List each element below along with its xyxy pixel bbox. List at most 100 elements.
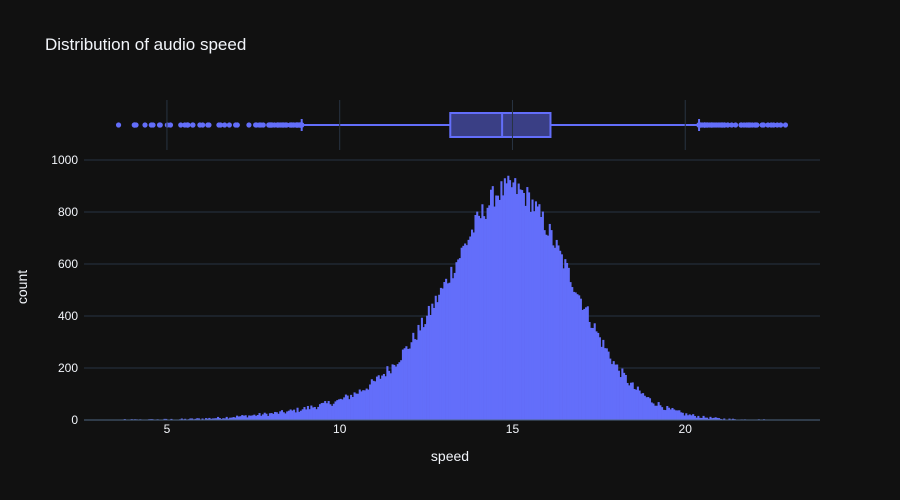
- histogram-bar: [545, 234, 548, 420]
- box-outlier-point: [206, 122, 212, 128]
- histogram-bar: [419, 330, 422, 420]
- histogram-bar: [681, 412, 684, 420]
- box-outlier-point: [222, 122, 228, 128]
- histogram-bar: [661, 407, 664, 420]
- histogram-bar: [275, 412, 278, 420]
- histogram-bar: [398, 362, 401, 420]
- histogram-bar: [374, 381, 377, 420]
- histogram-bar: [723, 418, 726, 420]
- x-tick-label: 5: [164, 422, 171, 436]
- histogram-bar: [481, 204, 484, 420]
- box-outlier-point: [738, 122, 744, 128]
- histogram-bar: [206, 418, 209, 420]
- histogram-bar: [659, 405, 662, 420]
- histogram-bar: [225, 416, 228, 420]
- box-outlier-point: [289, 122, 295, 128]
- histogram-bar: [265, 413, 268, 420]
- histogram-bar: [348, 399, 351, 420]
- histogram-bar: [236, 415, 239, 420]
- histogram-bar: [329, 404, 332, 420]
- histogram-bar: [441, 288, 444, 420]
- histogram-bar: [439, 287, 442, 420]
- histogram-bar: [614, 364, 617, 420]
- histogram-bar: [460, 247, 463, 420]
- histogram-bar: [434, 295, 437, 420]
- histogram-bar: [624, 374, 627, 420]
- histogram-bar: [505, 183, 508, 420]
- histogram-bar: [293, 409, 296, 420]
- histogram-bar: [356, 393, 360, 420]
- box-outlier-point: [216, 122, 222, 128]
- box-outlier-point: [197, 122, 203, 128]
- histogram-bar: [218, 418, 221, 420]
- histogram-bar: [436, 302, 439, 420]
- histogram-bar: [612, 361, 615, 420]
- histogram-bar: [358, 389, 361, 420]
- histogram-bar: [465, 245, 468, 420]
- histogram-bar: [258, 413, 261, 420]
- histogram-bar: [683, 415, 686, 420]
- box-outlier-point: [299, 122, 305, 128]
- histogram-bar: [560, 254, 563, 420]
- histogram-bar: [284, 413, 287, 420]
- histogram-bar: [301, 409, 304, 420]
- histogram-bar: [547, 235, 550, 420]
- histogram-bar: [360, 391, 363, 420]
- histogram-bar: [312, 407, 315, 420]
- histogram-bar: [242, 415, 246, 420]
- histogram-bar: [232, 417, 235, 420]
- histogram-bar: [365, 388, 368, 420]
- histogram-bar: [184, 418, 187, 420]
- histogram-bar: [474, 215, 477, 420]
- histogram-bar: [393, 364, 396, 420]
- box-outlier-point: [253, 122, 260, 128]
- histogram-bar: [477, 215, 480, 420]
- histogram-bar: [559, 250, 562, 420]
- histogram-bar: [495, 195, 498, 420]
- histogram-bar: [483, 216, 486, 420]
- x-tick-label: 10: [333, 422, 347, 436]
- histogram-bar: [623, 372, 626, 420]
- histogram-bar: [493, 206, 496, 420]
- histogram-bars: [118, 175, 769, 420]
- histogram-bar: [609, 358, 612, 420]
- histogram-bar: [491, 186, 494, 420]
- histogram-bar: [391, 364, 394, 420]
- histogram-bar: [412, 332, 415, 420]
- histogram-bar: [389, 373, 392, 420]
- histogram-bar: [410, 342, 413, 420]
- histogram-bar: [488, 205, 491, 420]
- histogram-bar: [248, 415, 251, 420]
- histogram-bar: [500, 181, 503, 420]
- histogram-bar: [533, 211, 536, 420]
- histogram-bar: [643, 395, 646, 420]
- histogram-bar: [272, 413, 275, 420]
- histogram-bar: [699, 417, 702, 420]
- box-outlier-point: [725, 122, 731, 128]
- histogram-bar: [486, 207, 489, 420]
- histogram-bar: [676, 410, 679, 420]
- histogram-bar: [339, 398, 342, 420]
- histogram-bar: [261, 414, 265, 420]
- box-outlier-point: [729, 122, 735, 128]
- histogram-bar: [548, 223, 551, 420]
- histogram-bar: [464, 243, 467, 420]
- histogram-bar: [552, 245, 555, 420]
- histogram-bar: [469, 236, 472, 420]
- histogram-bar: [270, 413, 273, 420]
- histogram-bar: [305, 409, 308, 420]
- histogram-bar: [543, 230, 546, 420]
- histogram-bar: [585, 307, 588, 420]
- histogram-bar: [695, 417, 698, 420]
- box-outlier-point: [759, 122, 765, 128]
- histogram-bar: [408, 348, 411, 420]
- histogram-bar: [369, 384, 372, 420]
- box-outlier-point: [782, 122, 789, 128]
- histogram-bar: [384, 376, 387, 420]
- histogram-bar: [498, 199, 501, 420]
- histogram-bar: [576, 294, 579, 420]
- y-tick-label: 200: [58, 361, 78, 375]
- histogram-bar: [420, 317, 423, 420]
- box-outlier-point: [274, 122, 281, 128]
